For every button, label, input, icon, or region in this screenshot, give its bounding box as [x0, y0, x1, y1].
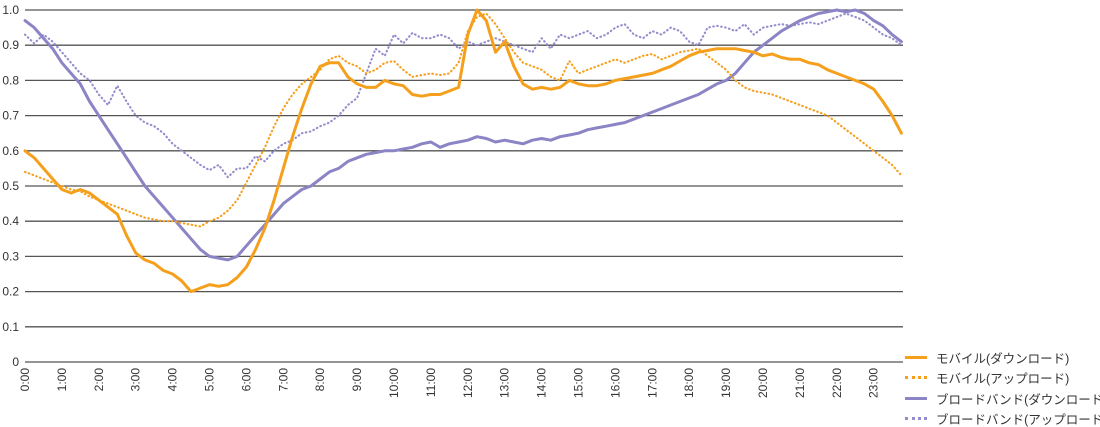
legend-label: モバイル(ダウンロード) [936, 351, 1070, 366]
x-tick-label: 23:00 [867, 368, 881, 398]
y-tick-label: 0.7 [2, 109, 19, 123]
legend-label: ブロードバンド(アップロード) [936, 413, 1100, 427]
x-tick-label: 19:00 [719, 368, 733, 398]
x-tick-label: 12:00 [461, 368, 475, 398]
x-tick-label: 9:00 [350, 368, 364, 392]
y-tick-label: 0.4 [2, 214, 19, 228]
x-tick-label: 13:00 [498, 368, 512, 398]
x-tick-label: 1:00 [55, 368, 69, 392]
x-tick-label: 18:00 [682, 368, 696, 398]
legend-line-swatch-dotted [905, 376, 927, 379]
legend-label: モバイル(アップロード) [936, 372, 1070, 386]
x-tick-label: 15:00 [572, 368, 586, 398]
x-tick-label: 17:00 [645, 368, 659, 398]
legend-label: ブロードバンド(ダウンロード) [936, 392, 1100, 407]
x-tick-label: 0:00 [18, 368, 32, 392]
x-tick-label: 10:00 [387, 368, 401, 398]
x-tick-label: 3:00 [129, 368, 143, 392]
legend-line-swatch-solid [905, 355, 927, 359]
x-tick-label: 22:00 [830, 368, 844, 398]
x-tick-label: 20:00 [756, 368, 770, 398]
x-tick-label: 2:00 [92, 368, 106, 392]
y-tick-label: 0.5 [2, 179, 19, 193]
x-tick-label: 11:00 [424, 368, 438, 397]
x-tick-label: 8:00 [313, 368, 327, 392]
legend-item: ブロードバンド(ダウンロード) [905, 390, 1100, 407]
y-tick-label: 0.3 [2, 249, 19, 263]
legend-item: モバイル(アップロード) [905, 370, 1100, 386]
y-tick-label: 0.9 [2, 38, 19, 52]
y-tick-label: 0.8 [2, 73, 19, 87]
legend-line-swatch-dotted [905, 417, 927, 420]
y-tick-label: 0.6 [2, 144, 19, 158]
x-tick-label: 21:00 [793, 368, 807, 398]
y-tick-label: 0 [12, 355, 19, 369]
y-tick-label: 1.0 [2, 3, 19, 17]
x-tick-label: 16:00 [608, 368, 622, 398]
series-line-solid [23, 8, 903, 262]
x-tick-label: 5:00 [203, 368, 217, 392]
x-tick-label: 6:00 [239, 368, 253, 392]
series-line-dotted [23, 12, 903, 179]
chart-legend: モバイル(ダウンロード) モバイル(アップロード) ブロードバンド(ダウンロード) ブ… [905, 349, 1100, 427]
legend-line-swatch-solid [905, 396, 927, 400]
x-tick-label: 14:00 [535, 368, 549, 398]
series-line-dotted [23, 12, 903, 228]
series-line-solid [23, 8, 903, 294]
legend-item: モバイル(ダウンロード) [905, 349, 1100, 366]
legend-item: ブロードバンド(アップロード) [905, 411, 1100, 427]
x-tick-label: 4:00 [166, 368, 180, 392]
y-tick-label: 0.1 [2, 320, 19, 334]
x-tick-label: 7:00 [276, 368, 290, 392]
y-tick-label: 0.2 [2, 285, 19, 299]
